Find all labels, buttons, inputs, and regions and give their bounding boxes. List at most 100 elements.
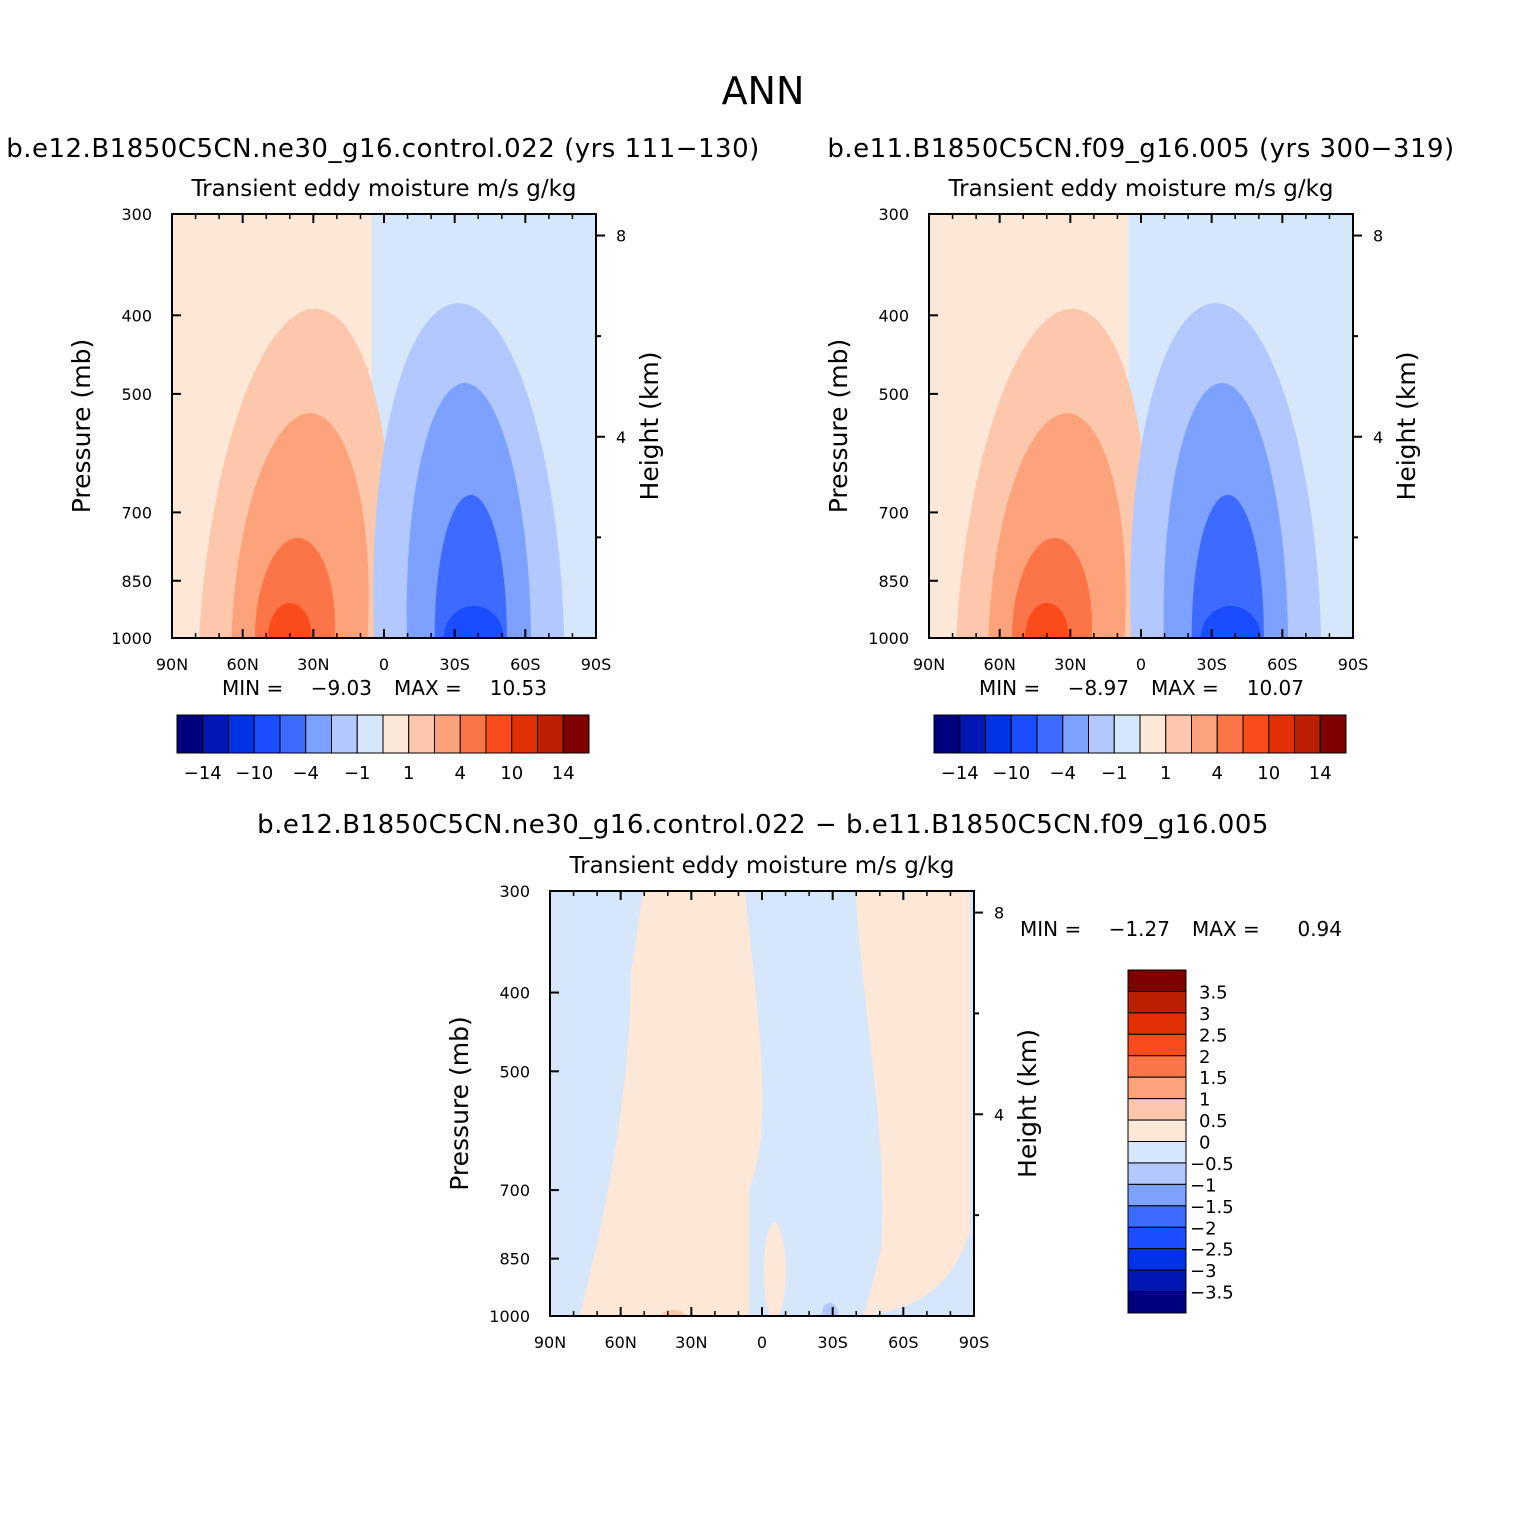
x-tick-label: 90S bbox=[959, 1333, 990, 1352]
colorbar-box bbox=[1127, 990, 1187, 1014]
right-axis-label: Height (km) bbox=[635, 352, 664, 501]
min-value: −1.27 bbox=[1109, 917, 1170, 941]
x-tick-label: 0 bbox=[1136, 655, 1146, 674]
y-tick-label: 300 bbox=[878, 205, 909, 224]
colorbar-box bbox=[1113, 714, 1141, 754]
colorbar-box bbox=[1127, 1098, 1187, 1121]
right-tick-label: 8 bbox=[1373, 227, 1383, 246]
colorbar-box bbox=[1165, 714, 1192, 754]
min-value: −8.97 bbox=[1068, 676, 1129, 700]
colorbar-label: −2 bbox=[1190, 1218, 1217, 1239]
colorbar-box bbox=[1319, 714, 1347, 754]
main-title: ANN bbox=[722, 69, 805, 113]
colorbar-box bbox=[1127, 969, 1187, 992]
x-tick-label: 90S bbox=[581, 655, 612, 674]
colorbar-box bbox=[1127, 1012, 1187, 1035]
panel-title: b.e12.B1850C5CN.ne30_g16.control.022 − b… bbox=[257, 810, 1269, 840]
colorbar-box bbox=[485, 714, 513, 754]
colorbar-box bbox=[1294, 714, 1321, 754]
colorbar-box bbox=[933, 714, 961, 754]
colorbar-label: −1.5 bbox=[1190, 1197, 1234, 1218]
y-tick-label: 850 bbox=[878, 572, 909, 591]
contour-field bbox=[172, 214, 596, 638]
colorbar-label: −0.5 bbox=[1190, 1154, 1234, 1175]
y-tick-label: 500 bbox=[499, 1062, 530, 1081]
colorbar-label: 2.5 bbox=[1199, 1025, 1228, 1046]
colorbar-label: −10 bbox=[992, 763, 1030, 784]
colorbar-box bbox=[1139, 714, 1167, 754]
right-tick-label: 4 bbox=[616, 428, 626, 447]
y-tick-label: 850 bbox=[499, 1250, 530, 1269]
panel-subtitle: Transient eddy moisture m/s g/kg bbox=[947, 176, 1333, 202]
colorbar-box bbox=[202, 714, 229, 754]
colorbar-label: 0 bbox=[1199, 1133, 1210, 1154]
colorbar-label: −2.5 bbox=[1190, 1240, 1234, 1261]
contour-4-8 bbox=[1024, 603, 1069, 638]
colorbar-box bbox=[1242, 714, 1270, 754]
x-tick-label: 60N bbox=[605, 1333, 637, 1352]
max-label: MAX = bbox=[394, 676, 462, 700]
colorbar-box bbox=[434, 714, 461, 754]
colorbar-box bbox=[305, 714, 332, 754]
colorbar-label: −3 bbox=[1190, 1261, 1217, 1282]
contour-neg-4-8 bbox=[443, 606, 504, 638]
colorbar-box bbox=[1127, 1141, 1187, 1164]
colorbar-box bbox=[331, 714, 358, 754]
panel-a: 90N 60N 30N 0 30S 60S 90S 300 400 500 700 850 1000 8 4… bbox=[6, 134, 759, 784]
x-tick-label: 90S bbox=[1338, 655, 1369, 674]
positive-patch-eq bbox=[763, 1223, 786, 1316]
panel-title: b.e11.B1850C5CN.f09_g16.005 (yrs 300−319… bbox=[827, 134, 1454, 164]
y-tick-label: 700 bbox=[121, 503, 152, 522]
colorbar-box bbox=[1010, 714, 1038, 754]
colorbar-label: 4 bbox=[1212, 763, 1223, 784]
colorbar-box bbox=[1127, 1033, 1187, 1057]
positive-band-sh bbox=[855, 891, 970, 1316]
max-value: 10.07 bbox=[1247, 676, 1304, 700]
colorbar-label: −4 bbox=[1049, 763, 1076, 784]
colorbar-box bbox=[1268, 714, 1295, 754]
colorbar-box bbox=[1127, 1119, 1187, 1142]
contour-field bbox=[929, 214, 1353, 638]
min-value: −9.03 bbox=[311, 676, 372, 700]
max-value: 0.94 bbox=[1297, 917, 1342, 941]
colorbar-box bbox=[1127, 1205, 1187, 1228]
colorbar-box bbox=[1127, 1291, 1187, 1314]
negative-patch bbox=[821, 1303, 838, 1316]
contour-neg-2-4 bbox=[1191, 495, 1264, 638]
min-label: MIN = bbox=[1020, 917, 1081, 941]
right-tick-label: 8 bbox=[994, 904, 1004, 923]
max-label: MAX = bbox=[1151, 676, 1219, 700]
colorbar-box bbox=[279, 714, 307, 754]
x-tick-label: 60S bbox=[888, 1333, 919, 1352]
colorbar-box bbox=[959, 714, 986, 754]
panel-subtitle: Transient eddy moisture m/s g/kg bbox=[190, 176, 576, 202]
positive-band-nh bbox=[579, 891, 763, 1316]
colorbar-box bbox=[1088, 714, 1115, 754]
colorbar-box bbox=[1191, 714, 1218, 754]
y-tick-label: 400 bbox=[878, 306, 909, 325]
contour-field bbox=[550, 891, 974, 1316]
colorbar-label: 1 bbox=[1199, 1090, 1210, 1111]
colorbar-box bbox=[1127, 1183, 1187, 1207]
panel-b: 90N 60N 30N 0 30S 60S 90S 300 400 500 700 850 1000 8 4… bbox=[824, 134, 1454, 784]
max-value: 10.53 bbox=[490, 676, 547, 700]
right-tick-label: 4 bbox=[1373, 428, 1383, 447]
colorbar-box bbox=[1062, 714, 1089, 754]
colorbar-label: −10 bbox=[235, 763, 273, 784]
x-tick-label: 90N bbox=[156, 655, 188, 674]
colorbar-label: 1.5 bbox=[1199, 1068, 1228, 1089]
colorbar-label: 3.5 bbox=[1199, 982, 1228, 1003]
x-tick-label: 30S bbox=[1196, 655, 1227, 674]
panel-difference: 90N 60N 30N 0 30S 60S 90S 300 400 500 700 850 1000 8 4… bbox=[257, 810, 1342, 1352]
colorbar-box bbox=[1127, 1055, 1187, 1078]
y-tick-label: 700 bbox=[499, 1181, 530, 1200]
colorbar-box bbox=[459, 714, 487, 754]
y-tick-label: 1000 bbox=[111, 629, 152, 648]
x-tick-label: 0 bbox=[379, 655, 389, 674]
colorbar-box bbox=[562, 714, 590, 754]
x-tick-label: 60N bbox=[984, 655, 1016, 674]
colorbar-box bbox=[1127, 1162, 1187, 1185]
colorbar-label: −14 bbox=[184, 763, 222, 784]
panel-subtitle: Transient eddy moisture m/s g/kg bbox=[568, 853, 954, 879]
